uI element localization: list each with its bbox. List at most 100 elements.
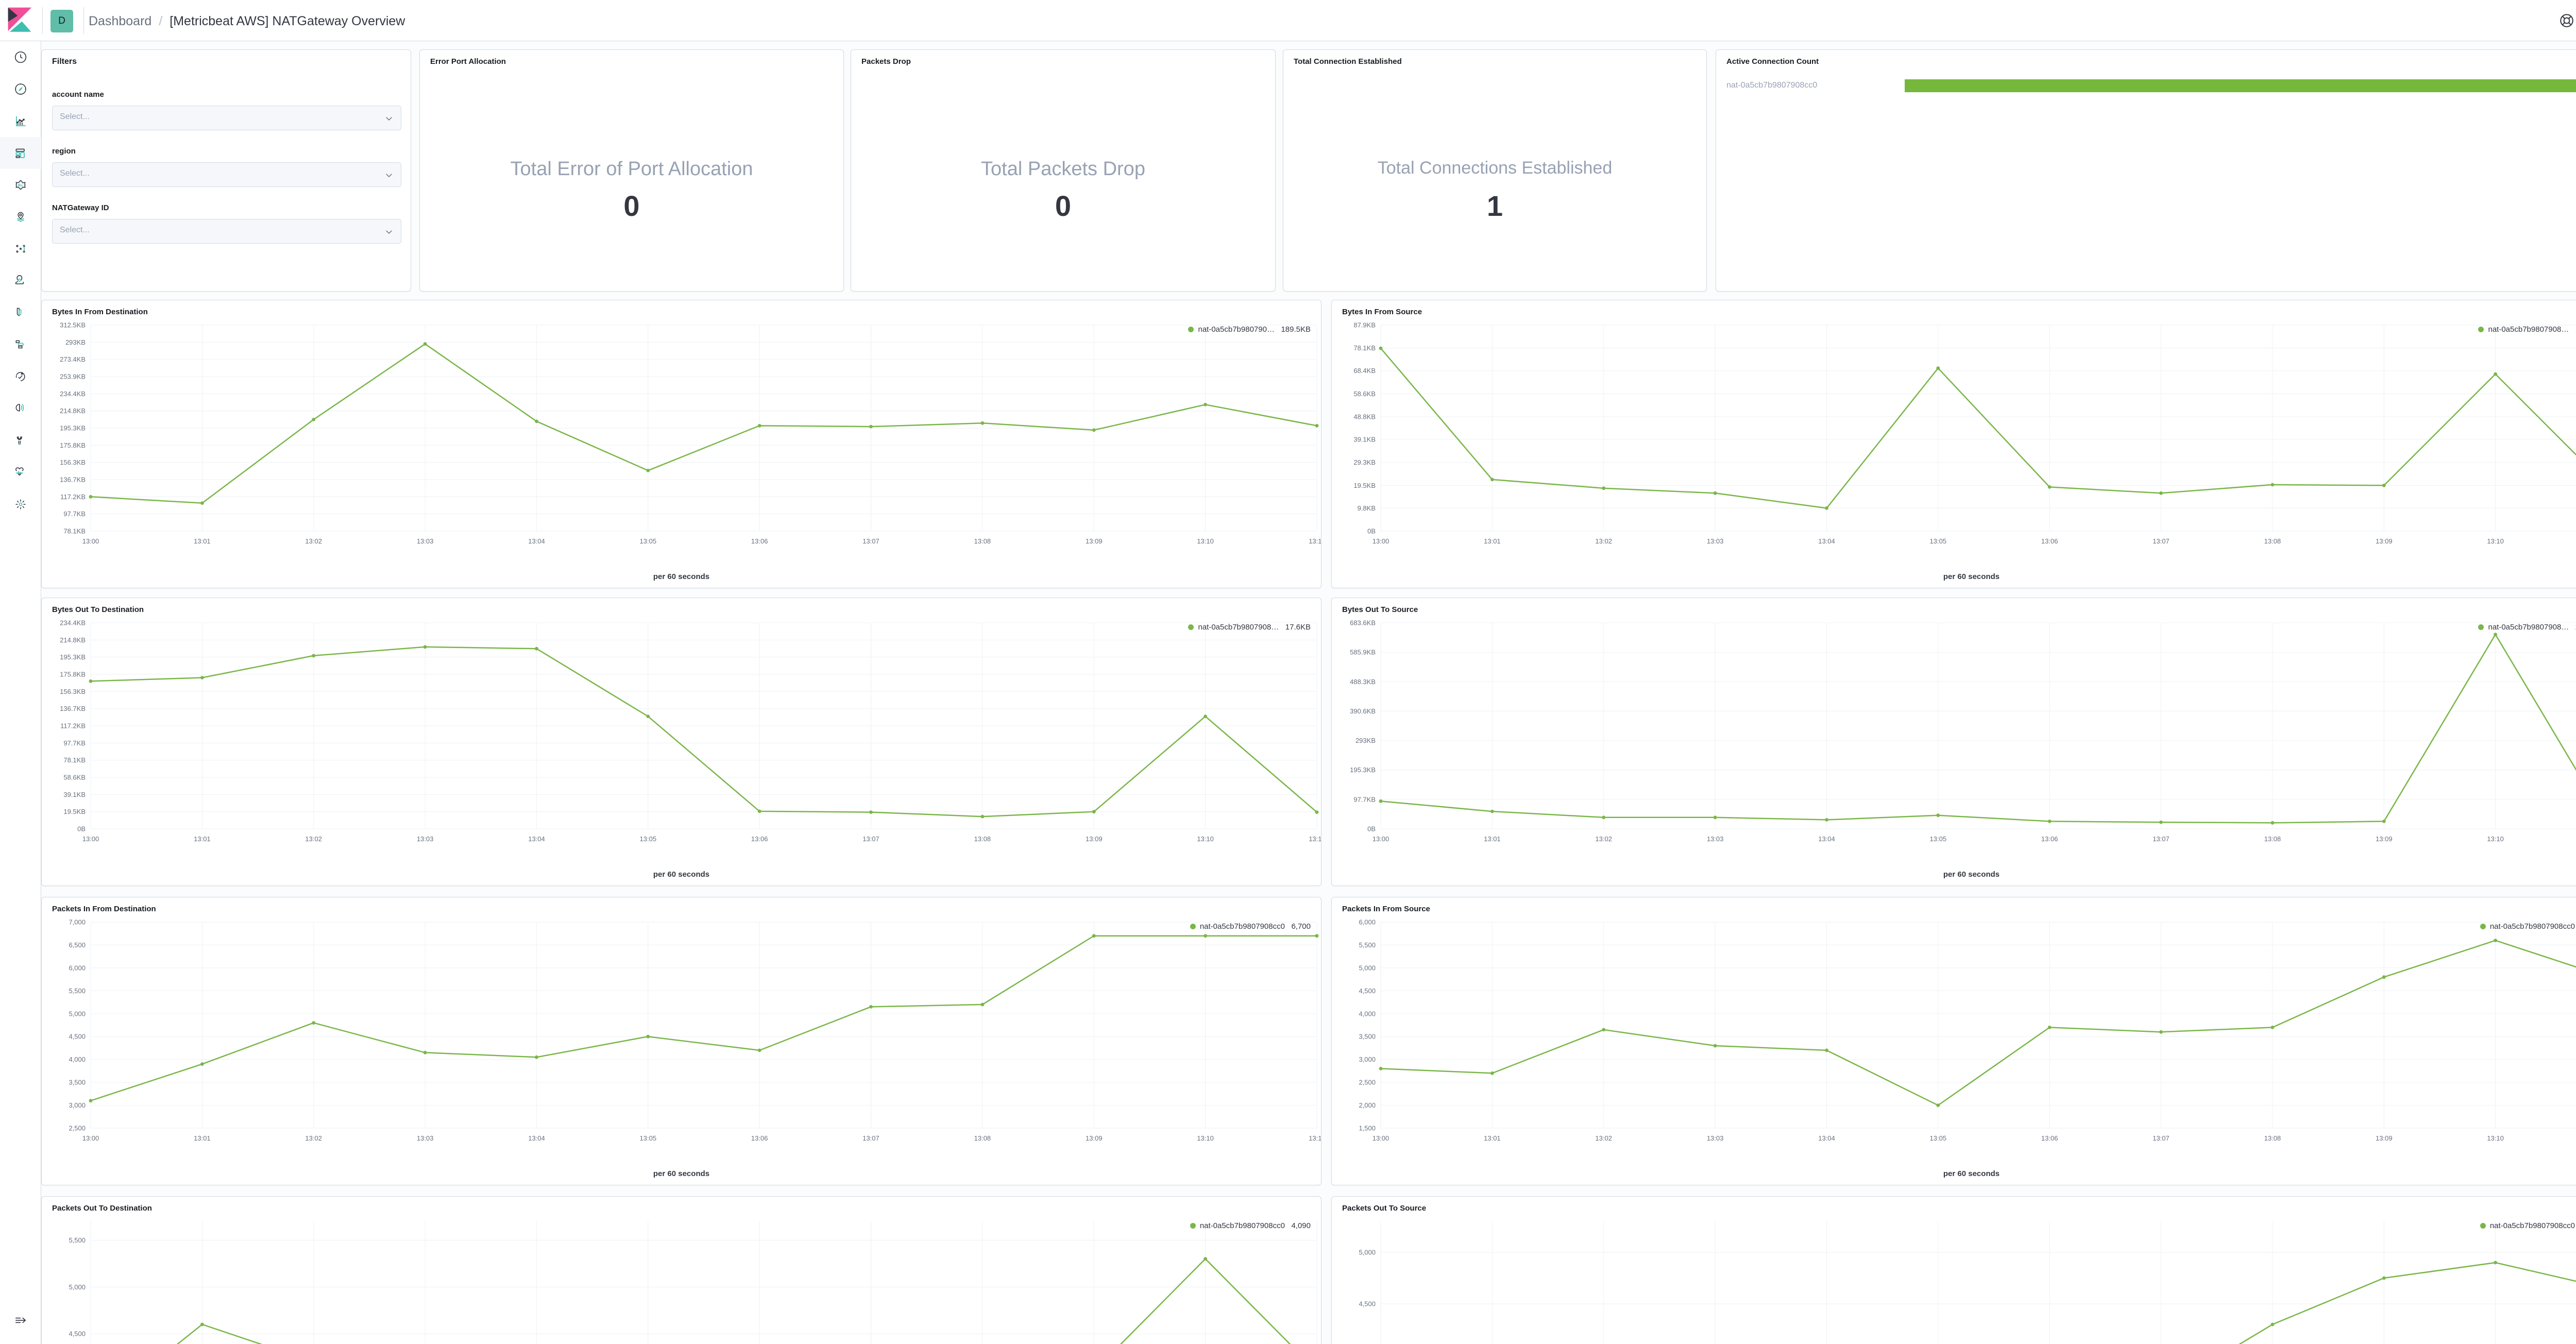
- svg-text:13:01: 13:01: [194, 1134, 211, 1142]
- svg-text:5,000: 5,000: [1359, 1249, 1376, 1256]
- svg-text:13:08: 13:08: [2264, 835, 2281, 843]
- svg-text:2,500: 2,500: [1359, 1079, 1376, 1086]
- svg-text:13:04: 13:04: [528, 835, 545, 843]
- svg-text:5,500: 5,500: [1359, 941, 1376, 949]
- svg-text:19.5KB: 19.5KB: [63, 808, 86, 815]
- svg-text:13:04: 13:04: [1818, 1134, 1835, 1142]
- svg-text:78.1KB: 78.1KB: [63, 756, 86, 764]
- svg-text:13:05: 13:05: [640, 537, 657, 545]
- svg-text:156.3KB: 156.3KB: [60, 688, 86, 695]
- svg-text:214.8KB: 214.8KB: [60, 636, 86, 644]
- svg-text:13:07: 13:07: [862, 1134, 879, 1142]
- svg-text:13:06: 13:06: [2041, 1134, 2058, 1142]
- svg-text:13:08: 13:08: [2264, 1134, 2281, 1142]
- svg-text:683.6KB: 683.6KB: [1350, 619, 1376, 627]
- svg-text:13:09: 13:09: [2376, 537, 2393, 545]
- svg-text:13:00: 13:00: [1372, 1134, 1389, 1142]
- svg-text:9.8KB: 9.8KB: [1358, 504, 1376, 512]
- svg-text:175.8KB: 175.8KB: [60, 441, 86, 449]
- svg-text:13:00: 13:00: [82, 835, 99, 843]
- svg-text:13:01: 13:01: [1484, 537, 1501, 545]
- svg-text:13:06: 13:06: [751, 1134, 768, 1142]
- svg-text:13:04: 13:04: [528, 1134, 545, 1142]
- svg-text:58.6KB: 58.6KB: [63, 774, 86, 781]
- svg-text:390.6KB: 390.6KB: [1350, 707, 1376, 715]
- svg-text:4,000: 4,000: [1359, 1010, 1376, 1017]
- svg-text:234.4KB: 234.4KB: [60, 619, 86, 627]
- svg-text:13:03: 13:03: [1707, 1134, 1724, 1142]
- svg-text:13:03: 13:03: [1707, 537, 1724, 545]
- svg-text:117.2KB: 117.2KB: [60, 493, 86, 501]
- svg-text:3,500: 3,500: [1359, 1033, 1376, 1041]
- svg-text:117.2KB: 117.2KB: [60, 722, 86, 730]
- svg-text:4,000: 4,000: [69, 1056, 86, 1063]
- svg-text:13:05: 13:05: [1930, 1134, 1947, 1142]
- svg-text:195.3KB: 195.3KB: [1350, 766, 1376, 774]
- svg-text:13:03: 13:03: [417, 1134, 434, 1142]
- svg-text:13:03: 13:03: [417, 537, 434, 545]
- svg-text:6,000: 6,000: [69, 964, 86, 972]
- svg-text:13:11: 13:11: [1309, 1134, 1321, 1142]
- svg-text:13:05: 13:05: [640, 835, 657, 843]
- svg-text:234.4KB: 234.4KB: [60, 390, 86, 398]
- svg-text:195.3KB: 195.3KB: [60, 424, 86, 432]
- svg-text:13:01: 13:01: [194, 537, 211, 545]
- svg-text:5,500: 5,500: [69, 987, 86, 995]
- svg-text:5,500: 5,500: [69, 1236, 86, 1244]
- svg-text:13:00: 13:00: [1372, 537, 1389, 545]
- svg-text:4,500: 4,500: [1359, 987, 1376, 995]
- svg-text:13:10: 13:10: [2487, 1134, 2504, 1142]
- svg-text:13:04: 13:04: [1818, 537, 1835, 545]
- svg-text:97.7KB: 97.7KB: [63, 739, 86, 747]
- svg-text:1,500: 1,500: [1359, 1125, 1376, 1132]
- svg-text:13:10: 13:10: [1197, 537, 1214, 545]
- svg-text:136.7KB: 136.7KB: [60, 705, 86, 712]
- svg-text:13:09: 13:09: [1086, 537, 1103, 545]
- svg-text:3,500: 3,500: [69, 1079, 86, 1086]
- svg-text:13:02: 13:02: [305, 835, 322, 843]
- svg-text:13:02: 13:02: [305, 1134, 322, 1142]
- svg-text:29.3KB: 29.3KB: [1353, 458, 1376, 466]
- svg-text:13:08: 13:08: [974, 537, 991, 545]
- svg-text:48.8KB: 48.8KB: [1353, 413, 1376, 420]
- svg-text:13:07: 13:07: [2153, 1134, 2170, 1142]
- svg-text:4,500: 4,500: [69, 1330, 86, 1338]
- svg-text:19.5KB: 19.5KB: [1353, 482, 1376, 489]
- svg-text:13:02: 13:02: [1595, 835, 1612, 843]
- svg-text:488.3KB: 488.3KB: [1350, 678, 1376, 686]
- svg-text:13:09: 13:09: [2376, 835, 2393, 843]
- svg-text:13:01: 13:01: [1484, 1134, 1501, 1142]
- svg-text:13:07: 13:07: [2153, 537, 2170, 545]
- svg-text:13:04: 13:04: [1818, 835, 1835, 843]
- svg-text:136.7KB: 136.7KB: [60, 476, 86, 484]
- svg-text:156.3KB: 156.3KB: [60, 458, 86, 466]
- svg-text:585.9KB: 585.9KB: [1350, 649, 1376, 656]
- svg-text:13:02: 13:02: [305, 537, 322, 545]
- svg-text:13:10: 13:10: [2487, 537, 2504, 545]
- svg-text:13:01: 13:01: [1484, 835, 1501, 843]
- svg-text:13:10: 13:10: [1197, 1134, 1214, 1142]
- svg-text:13:10: 13:10: [1197, 835, 1214, 843]
- svg-text:214.8KB: 214.8KB: [60, 407, 86, 415]
- svg-text:13:02: 13:02: [1595, 1134, 1612, 1142]
- svg-text:13:09: 13:09: [2376, 1134, 2393, 1142]
- svg-text:175.8KB: 175.8KB: [60, 671, 86, 678]
- svg-text:13:11: 13:11: [1309, 537, 1321, 545]
- svg-text:0B: 0B: [1367, 825, 1376, 833]
- svg-text:97.7KB: 97.7KB: [63, 510, 86, 518]
- svg-text:39.1KB: 39.1KB: [63, 791, 86, 798]
- svg-text:13:00: 13:00: [1372, 835, 1389, 843]
- svg-text:58.6KB: 58.6KB: [1353, 390, 1376, 398]
- svg-text:7,000: 7,000: [69, 918, 86, 926]
- svg-text:13:09: 13:09: [1086, 835, 1103, 843]
- svg-text:2,000: 2,000: [1359, 1101, 1376, 1109]
- svg-text:68.4KB: 68.4KB: [1353, 367, 1376, 375]
- svg-text:5,000: 5,000: [1359, 964, 1376, 972]
- svg-text:293KB: 293KB: [65, 338, 86, 346]
- svg-text:13:08: 13:08: [2264, 537, 2281, 545]
- svg-text:39.1KB: 39.1KB: [1353, 436, 1376, 444]
- svg-text:3,000: 3,000: [1359, 1056, 1376, 1063]
- svg-text:13:10: 13:10: [2487, 835, 2504, 843]
- svg-text:78.1KB: 78.1KB: [1353, 344, 1376, 352]
- svg-text:4,500: 4,500: [1359, 1300, 1376, 1308]
